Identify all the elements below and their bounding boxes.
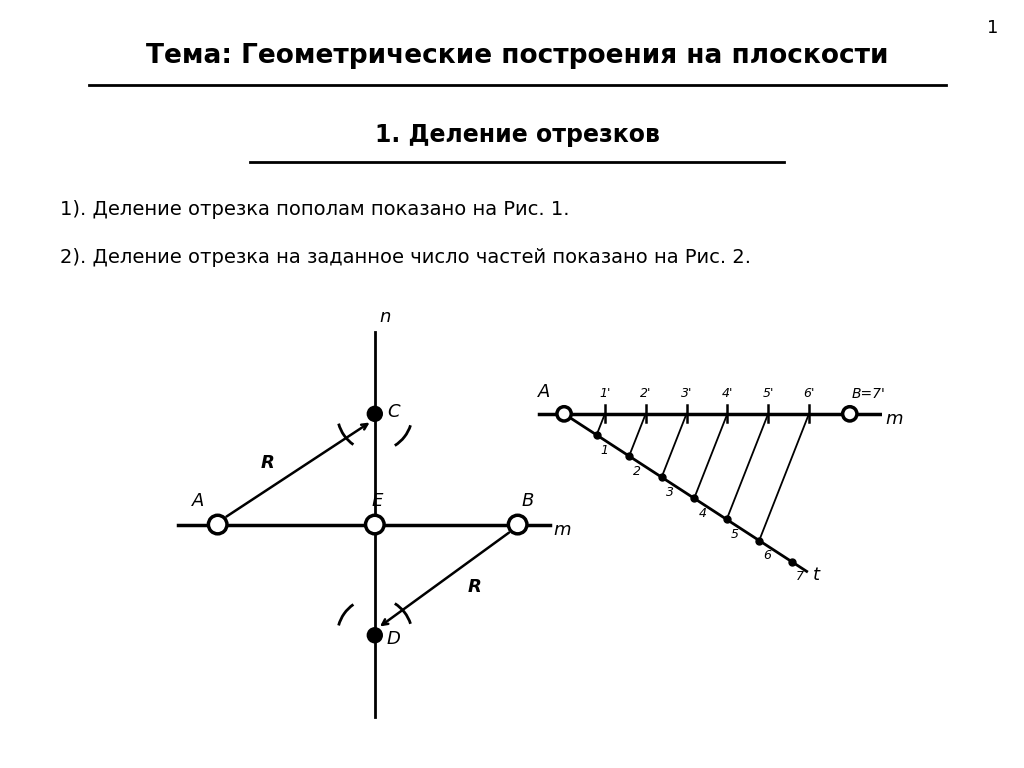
Text: 1: 1 <box>987 19 998 37</box>
Text: 4': 4' <box>722 386 733 399</box>
Text: t: t <box>812 566 819 584</box>
Text: 2': 2' <box>640 386 651 399</box>
Text: 1: 1 <box>601 444 609 456</box>
Circle shape <box>368 407 382 421</box>
Text: 5': 5' <box>763 386 774 399</box>
Text: A: A <box>538 383 550 401</box>
Text: 2). Деление отрезка на заданное число частей показано на Рис. 2.: 2). Деление отрезка на заданное число ча… <box>60 248 751 267</box>
Circle shape <box>209 515 227 534</box>
Text: R: R <box>261 455 274 472</box>
Text: A: A <box>191 492 204 510</box>
Text: C: C <box>387 402 399 421</box>
Text: n: n <box>380 308 391 326</box>
Circle shape <box>366 515 384 534</box>
Circle shape <box>508 515 527 534</box>
Text: 1. Деление отрезков: 1. Деление отрезков <box>375 123 659 147</box>
Text: 6': 6' <box>803 386 815 399</box>
Text: 1). Деление отрезка пополам показано на Рис. 1.: 1). Деление отрезка пополам показано на … <box>60 200 569 220</box>
Circle shape <box>368 628 382 642</box>
Text: 7: 7 <box>796 570 804 583</box>
Text: m: m <box>553 521 570 538</box>
Text: B=7': B=7' <box>852 387 886 401</box>
Text: 3: 3 <box>666 485 674 498</box>
Text: 3': 3' <box>681 386 692 399</box>
Text: 2: 2 <box>634 465 641 478</box>
Text: B: B <box>521 492 534 510</box>
Text: m: m <box>886 410 903 428</box>
Circle shape <box>843 407 857 421</box>
Text: R: R <box>468 578 481 596</box>
Text: Тема: Геометрические построения на плоскости: Тема: Геометрические построения на плоск… <box>145 43 889 69</box>
Circle shape <box>557 407 571 421</box>
Text: 1': 1' <box>599 386 610 399</box>
Text: 4: 4 <box>698 507 707 520</box>
Text: 5: 5 <box>731 528 739 541</box>
Text: D: D <box>387 630 400 648</box>
Text: 6: 6 <box>764 549 771 562</box>
Text: E: E <box>372 492 383 510</box>
